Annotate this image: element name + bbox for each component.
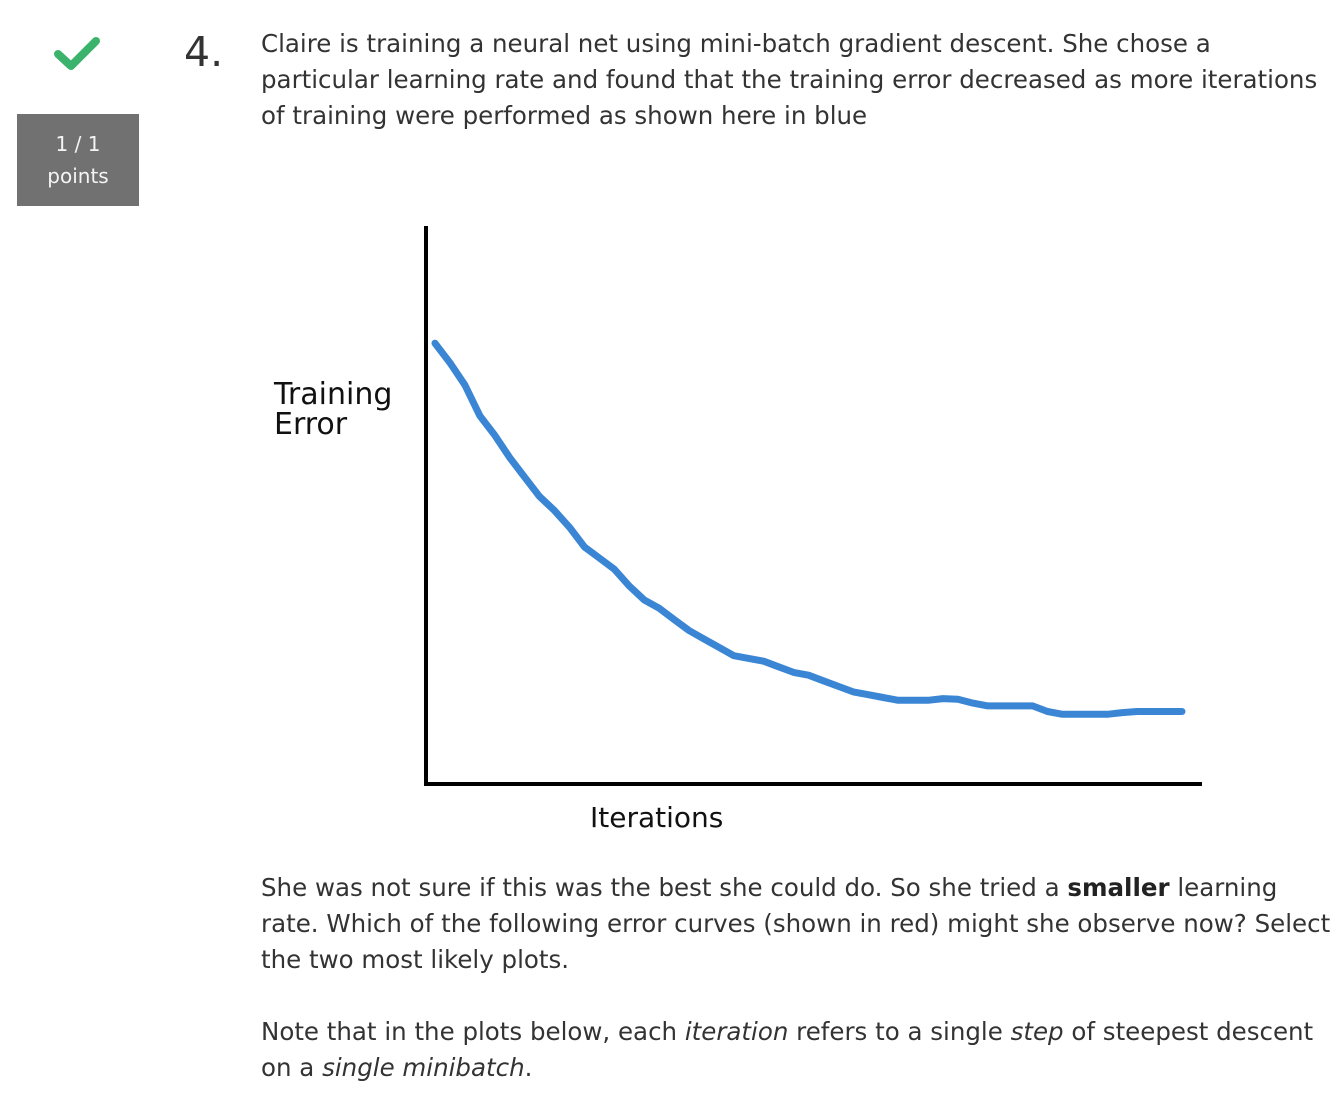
- para3-text-4: .: [525, 1053, 533, 1082]
- para3-text-2: refers to a single: [788, 1017, 1010, 1046]
- para3-em-iteration: iteration: [685, 1017, 789, 1046]
- check-icon: [54, 36, 100, 72]
- para3-text-1: Note that in the plots below, each: [261, 1017, 685, 1046]
- followup-paragraph: She was not sure if this was the best sh…: [261, 870, 1336, 978]
- para2-text-1: She was not sure if this was the best sh…: [261, 873, 1067, 902]
- points-score: 1 / 1: [17, 128, 139, 160]
- para3-em-step: step: [1011, 1017, 1064, 1046]
- points-label: points: [17, 160, 139, 192]
- note-paragraph: Note that in the plots below, each itera…: [261, 1014, 1336, 1086]
- para2-bold: smaller: [1067, 873, 1169, 902]
- points-badge: 1 / 1 points: [17, 114, 139, 206]
- question-number: 4.: [184, 28, 223, 76]
- xlabel: Iterations: [590, 801, 723, 834]
- series-line-blue: [435, 343, 1182, 714]
- question-text: Claire is training a neural net using mi…: [261, 26, 1321, 134]
- training-error-chart: Training Error Iterations: [240, 210, 1220, 850]
- para3-em-minibatch: single minibatch: [322, 1053, 525, 1082]
- ylabel-line2: Error: [274, 407, 348, 442]
